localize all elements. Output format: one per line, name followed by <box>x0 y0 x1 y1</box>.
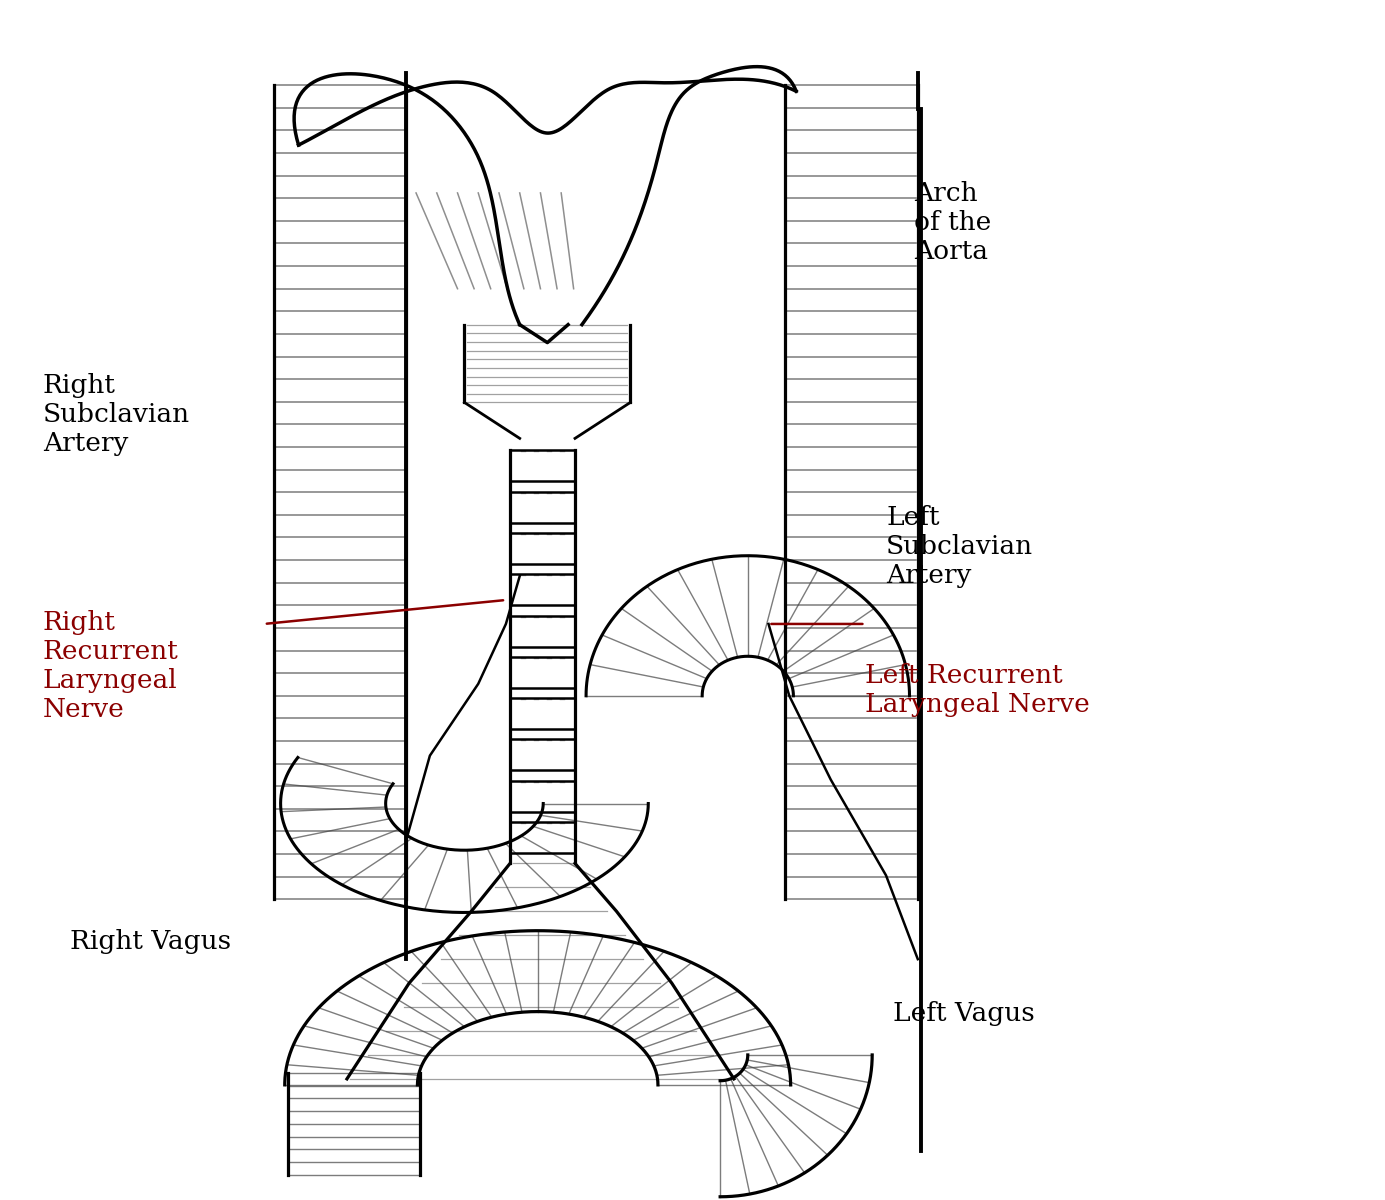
Text: Right Vagus: Right Vagus <box>71 929 231 954</box>
Text: Right
Subclavian
Artery: Right Subclavian Artery <box>43 373 190 456</box>
Text: Left Vagus: Left Vagus <box>893 1001 1035 1026</box>
Text: Left
Subclavian
Artery: Left Subclavian Artery <box>886 505 1033 588</box>
Text: Arch
of the
Aorta: Arch of the Aorta <box>914 181 990 264</box>
Text: Right
Recurrent
Laryngeal
Nerve: Right Recurrent Laryngeal Nerve <box>43 610 179 722</box>
Text: Left Recurrent
Laryngeal Nerve: Left Recurrent Laryngeal Nerve <box>866 662 1090 716</box>
